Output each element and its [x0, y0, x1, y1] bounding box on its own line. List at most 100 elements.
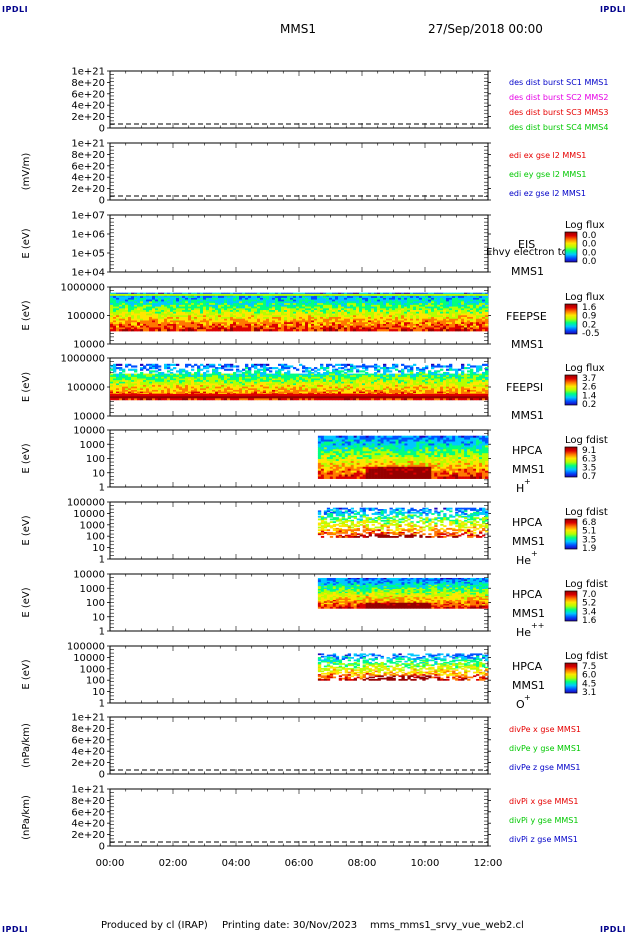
spectrogram-cell: [320, 376, 324, 380]
spectrogram-cell: [239, 386, 243, 389]
spectrogram-cell: [353, 373, 357, 376]
spectrogram-cell: [344, 381, 348, 384]
spectrogram-cell: [281, 391, 285, 394]
spectrogram-cell: [161, 313, 165, 316]
spectrogram-cell: [395, 329, 399, 332]
spectrogram-cell: [479, 322, 483, 325]
spectrogram-cell: [365, 371, 369, 375]
spectrogram-cell: [119, 325, 123, 328]
spectrogram-cell: [335, 323, 339, 327]
spectrogram-cell: [149, 325, 153, 328]
spectrogram-cell: [371, 385, 375, 388]
spectrogram-cell: [428, 306, 432, 309]
spectrogram-cell: [185, 375, 189, 378]
spectrogram-cell: [248, 303, 252, 306]
spectrogram-cell: [326, 325, 330, 328]
spectrogram-cell: [416, 313, 420, 316]
spectrogram-cell: [371, 380, 375, 383]
spectrogram-cell: [263, 303, 267, 306]
spectrogram-cell: [122, 301, 126, 304]
spectrogram-cell: [350, 297, 354, 301]
spectrogram-cell: [146, 318, 150, 321]
spectrogram-cell: [176, 311, 180, 315]
spectrogram-cell: [326, 306, 330, 309]
spectrogram-cell: [209, 325, 213, 328]
spectrogram-cell: [227, 308, 231, 311]
spectrogram-cell: [365, 365, 369, 368]
spectrogram-cell: [410, 310, 414, 313]
spectrogram-cell: [218, 322, 222, 325]
spectrogram-cell: [338, 297, 342, 301]
spectrogram-cell: [134, 296, 138, 299]
spectrogram-cell: [176, 322, 180, 325]
spectrogram-cell: [185, 378, 189, 381]
spectrogram-cell: [299, 308, 303, 311]
spectrogram-cell: [377, 317, 381, 320]
spectrogram-cell: [332, 376, 336, 380]
colorbar-tick-label: 1.6: [582, 303, 597, 313]
spectrogram-cell: [476, 299, 480, 302]
legend-des-1: des dist burst SC2 MMS2: [509, 93, 608, 102]
spectrogram-cell: [359, 398, 363, 401]
spectrogram-cell: [215, 380, 219, 383]
spectrogram-cell: [257, 371, 261, 375]
spectrogram-cell: [359, 380, 363, 383]
spectrogram-cell: [176, 373, 180, 376]
colorbar-title: Log flux: [565, 363, 605, 374]
spectrogram-cell: [257, 297, 261, 301]
spectrogram-cell: [119, 322, 123, 325]
spectrogram-cell: [308, 388, 312, 391]
spectrogram-cell: [341, 375, 345, 378]
spectrogram-cell: [383, 299, 387, 302]
spectrogram-cell: [194, 373, 198, 376]
spectrogram-cell: [368, 322, 372, 325]
spectrogram-cell: [353, 304, 357, 308]
spectrogram-cell: [362, 313, 366, 316]
spectrogram-cell: [320, 322, 324, 325]
spectrogram-cell: [305, 391, 309, 394]
spectrogram-cell: [323, 297, 327, 301]
spectrogram-cell: [203, 385, 207, 388]
spectrogram-cell: [359, 376, 363, 380]
spectrogram-cell: [272, 311, 276, 315]
spectrogram-cell: [299, 325, 303, 328]
spectrogram-cell: [233, 297, 237, 301]
spectrogram-cell: [215, 299, 219, 302]
spectrogram-cell: [212, 388, 216, 391]
spectrogram-cell: [440, 325, 444, 328]
spectrogram-cell: [458, 303, 462, 306]
spectrogram-cell: [323, 303, 327, 306]
spectrogram-cell: [218, 317, 222, 320]
spectrogram-cell: [296, 322, 300, 325]
spectrogram-cell: [389, 304, 393, 308]
spectrogram-cell: [191, 320, 195, 323]
spectrogram-cell: [458, 329, 462, 332]
spectrogram-cell: [452, 306, 456, 309]
spectrogram-cell: [359, 292, 363, 295]
spectrogram-cell: [281, 368, 285, 371]
spectrogram-cell: [281, 304, 285, 308]
spectrogram-cell: [236, 373, 240, 376]
spectrogram-cell: [413, 313, 417, 316]
spectrogram-cell: [197, 367, 201, 370]
spectrogram-cell: [350, 306, 354, 309]
spectrogram-cell: [320, 388, 324, 391]
spectrogram-cell: [143, 318, 147, 321]
spectrogram-cell: [455, 304, 459, 308]
spectrogram-cell: [314, 367, 318, 370]
spectrogram-cell: [311, 311, 315, 315]
spectrogram-cell: [164, 367, 168, 370]
spectrogram-cell: [335, 383, 339, 386]
spectrogram-cell: [158, 308, 162, 311]
spectrogram-cell: [176, 323, 180, 327]
spectrogram-cell: [149, 296, 153, 299]
spectrogram-cell: [167, 317, 171, 320]
spectrogram-cell: [485, 301, 489, 304]
spectrogram-cell: [353, 375, 357, 378]
spectrogram-cell: [173, 308, 177, 311]
spectrogram-cell: [119, 327, 123, 330]
spectrogram-cell: [455, 317, 459, 320]
spectrogram-cell: [476, 308, 480, 311]
spectrogram-cell: [284, 308, 288, 311]
spectrogram-cell: [278, 297, 282, 301]
